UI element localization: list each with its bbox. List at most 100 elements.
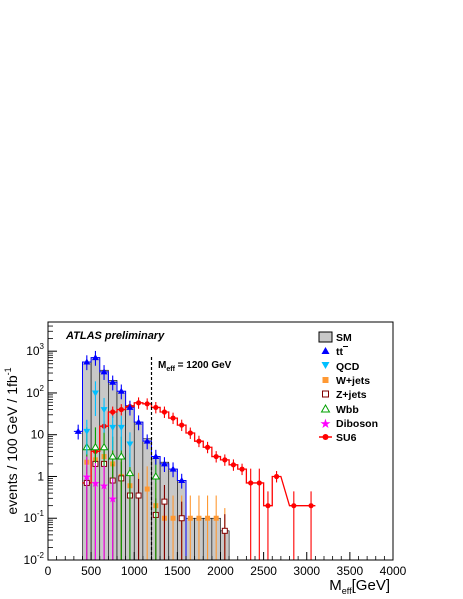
legend-entry-ttbar: tt [321,346,348,358]
legend-marker-wjets [322,377,329,383]
legend-entry-sm: SM [318,331,352,344]
diboson-point: ★ [108,493,118,505]
x-tick-label: 2000 [207,564,234,578]
legend-label-ttbar: tt [336,346,343,358]
wbb-point [108,452,118,460]
legend-entry-wbb: Wbb [320,403,359,416]
y-tick-base: 10 [31,428,45,442]
su6-point [135,400,142,406]
legend-marker-diboson: ★ [320,416,332,431]
y-tick-exp: 3 [40,342,45,351]
su6-point [256,480,262,486]
su6-point [273,473,280,480]
x-tick-label: 3500 [337,564,364,578]
legend-label-wbb: Wbb [336,404,359,416]
y-tick-label: 10-1 [24,509,45,525]
y-tick-base: 10 [24,553,38,567]
wjets-point [187,515,193,521]
x-tick-label: 4000 [380,564,407,578]
wjets-point [170,515,176,521]
zjets-point [178,515,185,522]
qcd-point [126,441,134,448]
x-tick-label: 0 [45,564,52,578]
legend-label-qcd: QCD [336,361,360,373]
plot-frame [47,321,394,561]
legend-entry-qcd: QCD [321,361,360,373]
wbb-point [151,471,161,480]
cut-label-rest: = 1200 GeV [175,360,232,371]
ttbar-point [126,403,134,410]
x-axis-label-sub: eff [342,586,352,596]
su6-point [230,462,237,468]
zjets-point [221,527,228,534]
qcd-point [100,407,108,414]
diboson-point: ★ [82,471,92,483]
ttbar-point [100,368,108,375]
su6-point [291,503,297,509]
qcd-point [117,424,125,431]
x-axis-label: Meff[GeV] [329,577,390,596]
legend-label-sm: SM [336,332,352,344]
wbb-point [125,468,135,477]
x-tick-label: 500 [81,564,101,578]
qcd-point [109,424,117,431]
x-tick-label: 3000 [293,564,320,578]
zjets-point [135,492,142,499]
su6-point [248,480,254,486]
legend-label-wjets: W+jets [336,375,370,387]
x-tick-label: 1500 [164,564,191,578]
wbb-point [99,442,109,451]
su6-point [118,406,124,413]
diboson-point: ★ [91,478,101,490]
wjets-point [196,515,202,521]
cut-label-main: M [158,360,166,371]
su6-point [170,415,176,421]
su6-point [196,438,202,444]
su6-point [204,444,211,450]
y-tick-label: 1 [37,469,44,483]
legend-entry-wjets: W+jets [322,375,370,387]
su6-point [161,409,168,415]
diboson-point: ★ [99,481,109,493]
ttbar-point [83,358,91,365]
wbb-point [91,442,100,451]
y-axis-label: events / 100 GeV / 1fb-1 [3,367,20,514]
wjets-point [213,515,219,521]
cut-label-sub: eff [166,366,175,373]
y-tick-base: 10 [24,511,38,525]
su6-point [179,422,185,428]
atlas-label: ATLAS preliminary [65,330,165,342]
legend-swatch-sm [318,331,333,343]
su6-point [187,430,193,436]
legend-label-su6: SU6 [336,432,357,444]
wjets-point [144,486,150,492]
ttbar-point [160,460,168,467]
zjets-point [161,498,168,505]
y-tick-exp: -1 [37,509,45,518]
wjets-point [205,515,211,521]
su6-point [222,457,228,463]
legend-marker-wbb [320,403,331,413]
x-axis-label-unit: [GeV] [352,577,390,594]
ttbar-point [152,453,160,460]
ttbar-point [91,354,99,361]
ttbar-point [135,418,143,425]
su6-point [144,401,150,407]
cut-label: Meff = 1200 GeV [158,360,232,373]
y-tick-base: 10 [26,386,40,400]
legend-marker-ttbar [321,347,330,354]
su6-point [265,503,271,509]
ttbar-point [143,437,151,444]
y-tick-exp: 2 [40,384,45,393]
ttbar-point [169,465,177,472]
y-tick-exp: -2 [37,551,45,560]
legend-label-diboson: Diboson [336,418,378,430]
su6-line [82,402,316,507]
legend-entry-diboson: ★ Diboson [320,416,378,431]
legend-marker-qcd [321,362,330,369]
legend-marker-zjets [322,390,329,398]
ttbar-point [117,387,125,394]
qcd-point [91,390,99,397]
y-tick-base: 10 [26,344,40,358]
su6-point [213,453,219,460]
